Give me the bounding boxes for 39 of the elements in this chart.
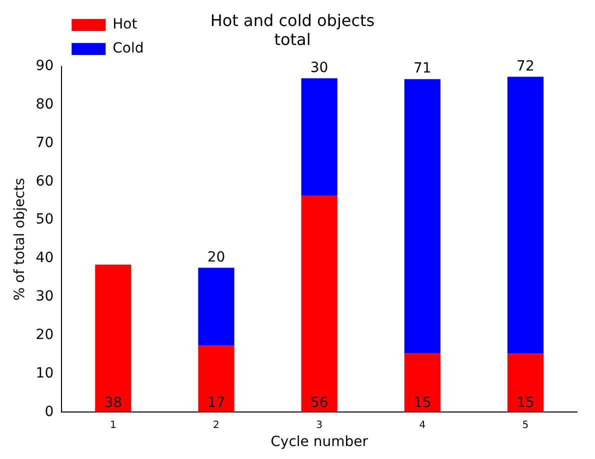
x-tick-label: 2 xyxy=(213,420,220,431)
y-tick-label: 0 xyxy=(44,404,54,420)
data-label: 20 xyxy=(207,249,226,266)
y-tick-label: 40 xyxy=(36,250,54,266)
chart-title: Hot and cold objects xyxy=(210,10,375,30)
bar xyxy=(404,79,440,354)
data-label: 38 xyxy=(104,394,122,411)
bar xyxy=(507,354,544,412)
y-tick-label: 50 xyxy=(36,212,54,228)
y-tick-label: 20 xyxy=(36,326,54,343)
bar xyxy=(507,76,544,354)
y-tick-label: 10 xyxy=(36,365,54,382)
data-label: 15 xyxy=(413,394,432,411)
y-axis-title: % of total objects xyxy=(12,178,28,301)
bar xyxy=(301,78,338,196)
x-tick-label: 1 xyxy=(110,420,116,431)
x-tick-label: 5 xyxy=(522,420,529,431)
legend-label: Hot xyxy=(112,16,138,33)
data-label: 17 xyxy=(207,394,226,411)
y-tick-label: 70 xyxy=(36,134,54,151)
chart-subtitle: total xyxy=(274,30,311,49)
y-tick-label: 90 xyxy=(36,58,54,74)
bar xyxy=(404,353,440,412)
y-tick-label: 80 xyxy=(36,96,54,112)
data-label: 72 xyxy=(516,58,534,74)
bar xyxy=(198,346,234,412)
legend-label: Cold xyxy=(112,40,144,57)
bar xyxy=(301,196,338,412)
x-axis-title: Cycle number xyxy=(270,434,368,450)
y-tick-label: 30 xyxy=(36,288,54,305)
data-label: 56 xyxy=(310,394,328,411)
bar xyxy=(95,264,132,412)
data-label: 30 xyxy=(310,60,328,76)
y-tick-label: 60 xyxy=(36,173,54,190)
bar xyxy=(198,268,234,346)
x-tick-label: 4 xyxy=(419,420,426,431)
data-label: 71 xyxy=(413,60,432,77)
data-label: 15 xyxy=(516,394,534,411)
x-tick-label: 3 xyxy=(316,420,322,431)
